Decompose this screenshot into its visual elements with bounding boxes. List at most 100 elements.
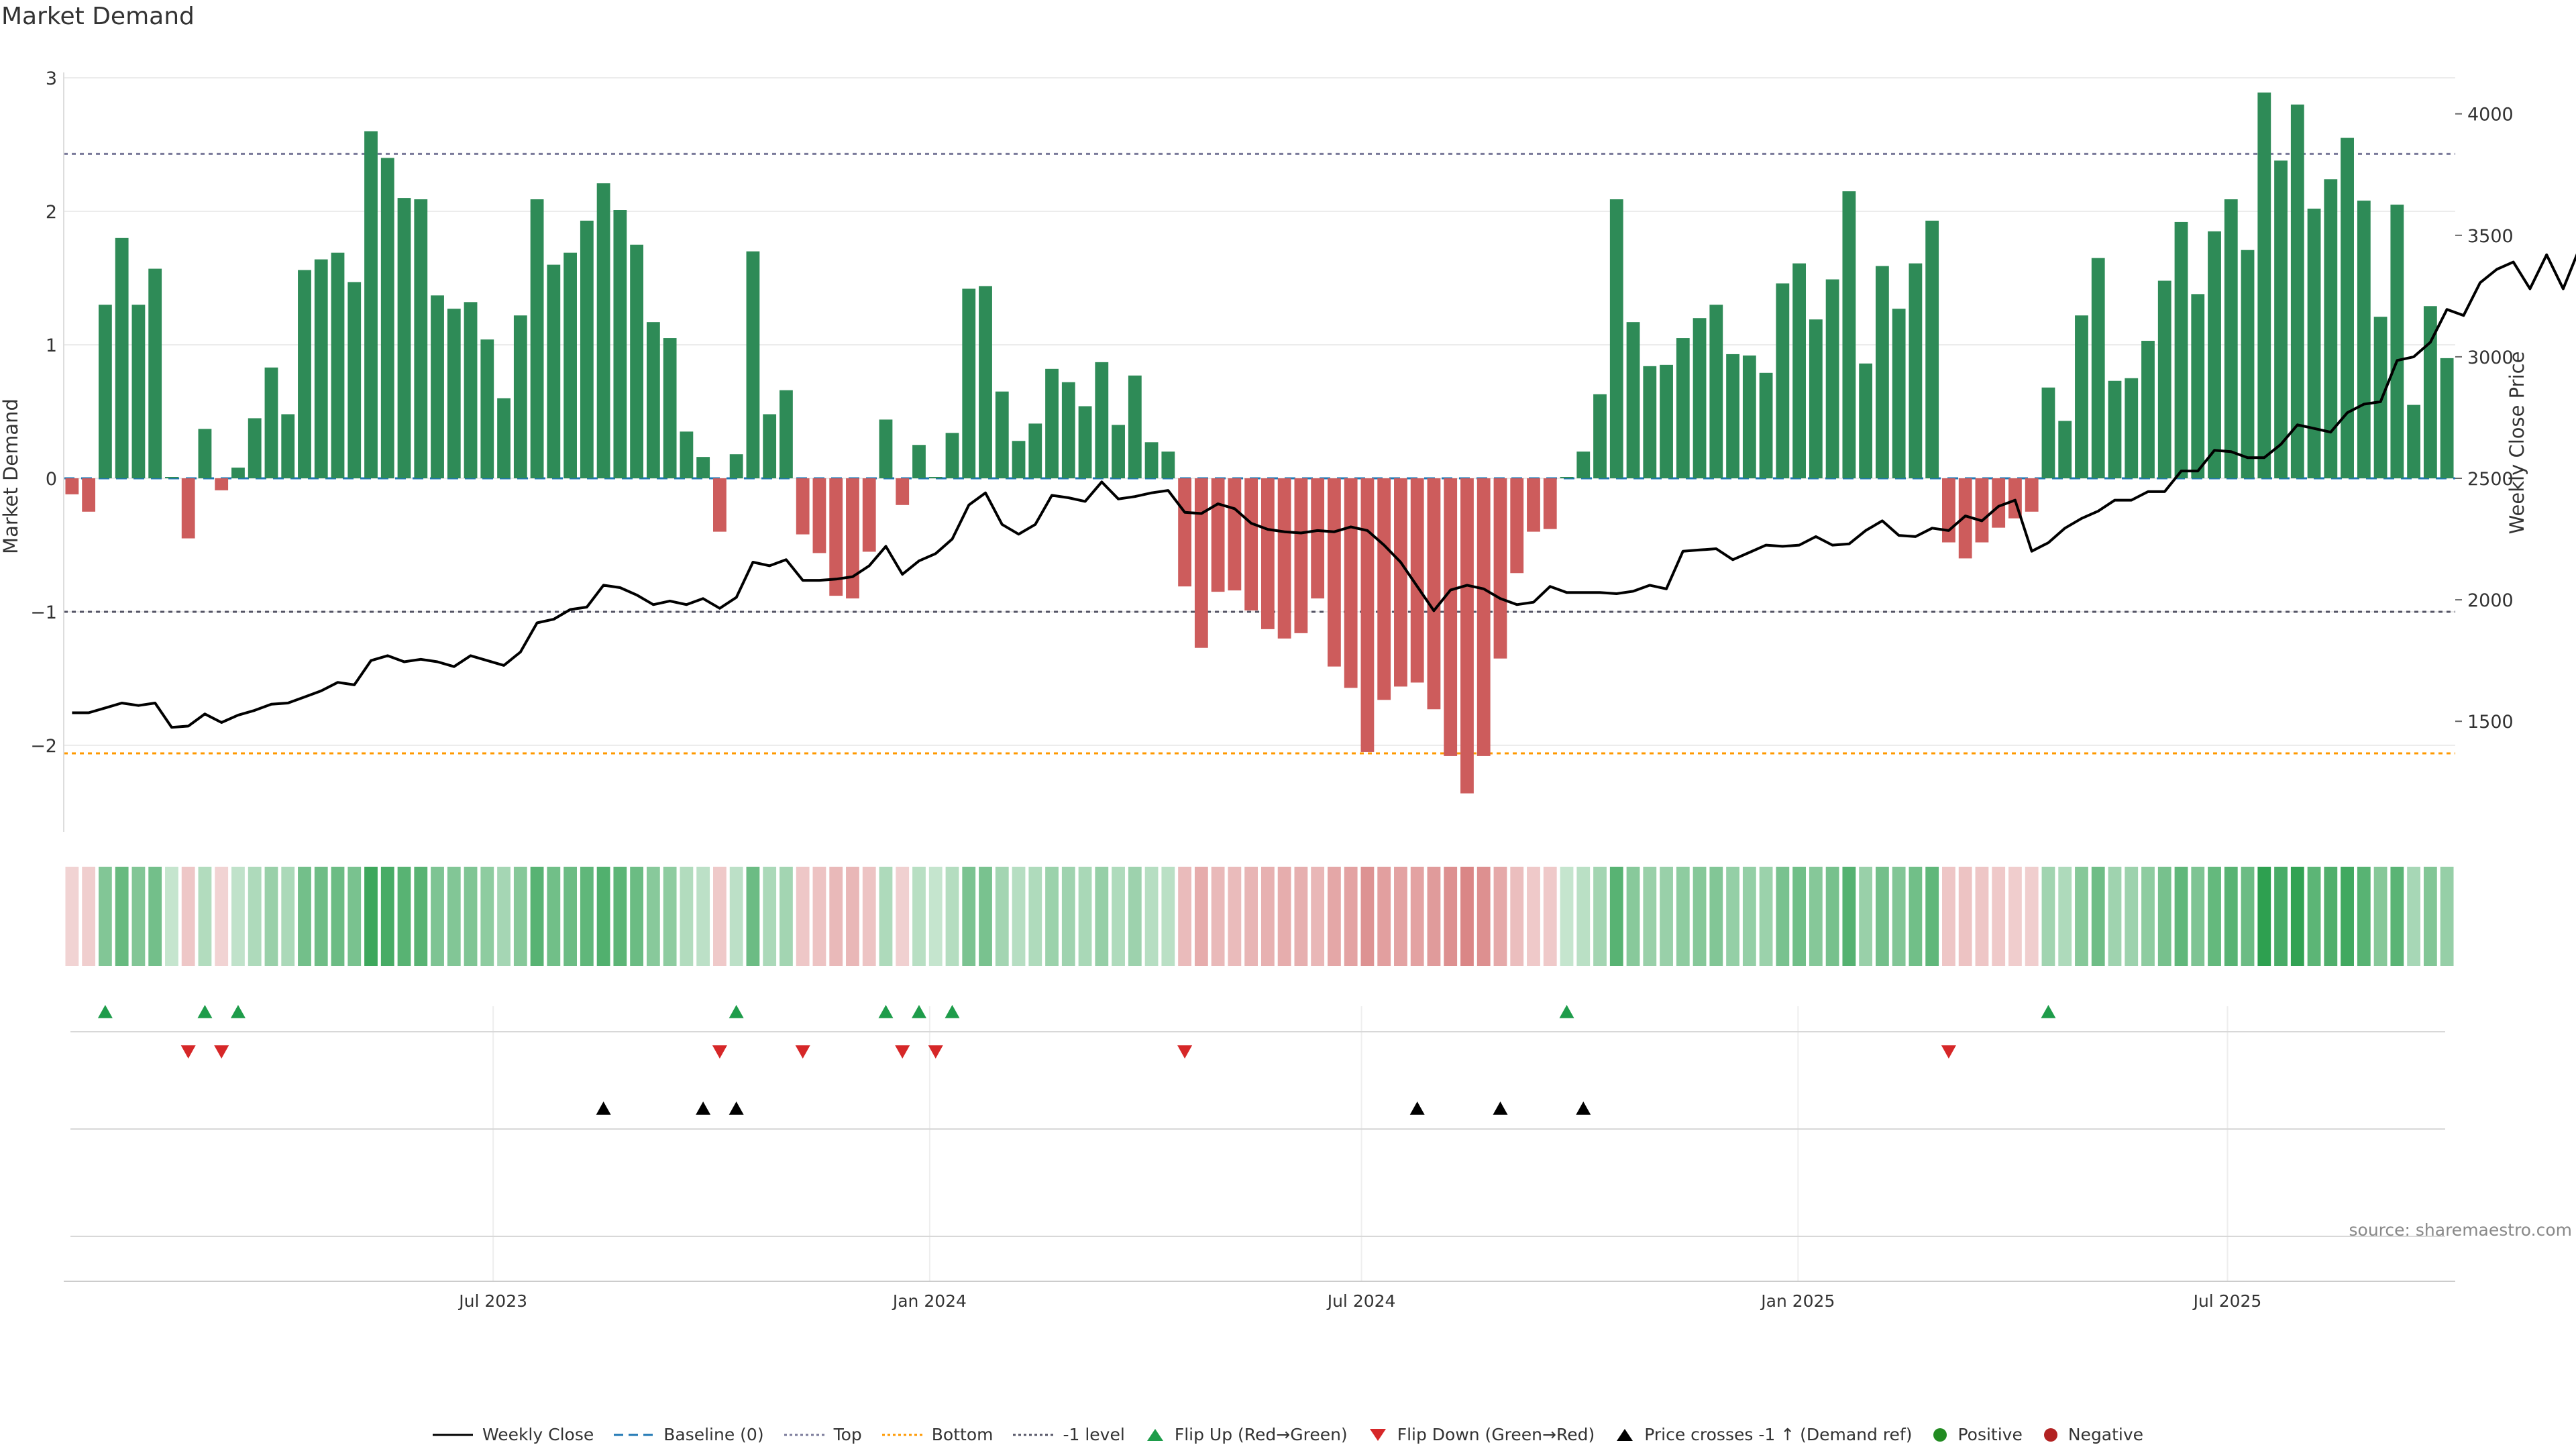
legend-item-minus-one[interactable]: -1 level <box>1013 1425 1125 1444</box>
heatmap-cell <box>1377 867 1391 966</box>
legend-item-flip-down[interactable]: Flip Down (Green→Red) <box>1368 1425 1595 1444</box>
heatmap-cell <box>1277 867 1291 966</box>
y2-tick-label: 3500 <box>2467 226 2514 247</box>
flip-down-marker <box>214 1045 229 1059</box>
demand-bar <box>1394 478 1407 687</box>
demand-bar <box>2058 421 2072 478</box>
demand-bars <box>65 92 2454 794</box>
demand-bar <box>1776 283 1790 478</box>
heatmap-cell <box>165 867 178 966</box>
y2-axis-label: Weekly Close Price <box>2506 352 2528 535</box>
heatmap-cell <box>613 867 627 966</box>
heatmap-cell <box>2174 867 2188 966</box>
demand-bar <box>1360 478 1375 752</box>
heatmap-cell <box>380 867 394 966</box>
legend-item-price-cross[interactable]: Price crosses -1 ↑ (Demand ref) <box>1615 1425 1912 1444</box>
heatmap-cell <box>1394 867 1407 966</box>
legend-item-positive[interactable]: Positive <box>1932 1425 2023 1444</box>
legend-item-flip-up[interactable]: Flip Up (Red→Green) <box>1145 1425 1348 1444</box>
demand-bar <box>530 199 544 478</box>
demand-bar <box>1609 199 1623 478</box>
x-tick-label: Jul 2024 <box>1326 1291 1396 1311</box>
legend-item-weekly-close[interactable]: Weekly Close <box>432 1425 594 1444</box>
heatmap-cell <box>82 867 96 966</box>
legend-label: Price crosses -1 ↑ (Demand ref) <box>1644 1425 1913 1444</box>
legend-label: Top <box>833 1425 862 1444</box>
demand-bar <box>2157 280 2171 478</box>
demand-bar <box>2075 315 2088 478</box>
heatmap-cell <box>879 867 893 966</box>
demand-bar <box>2357 201 2371 478</box>
x-tick-label: Jan 2025 <box>1760 1291 1835 1311</box>
demand-bar <box>464 302 478 478</box>
price-cross-marker <box>596 1102 611 1115</box>
heatmap-cell <box>397 867 411 966</box>
legend-item-top[interactable]: Top <box>784 1425 862 1444</box>
heatmap-cell <box>2290 867 2304 966</box>
heatmap-cell <box>1344 867 1358 966</box>
demand-bar <box>1211 478 1225 592</box>
heatmap-cell <box>198 867 212 966</box>
demand-bar <box>1925 220 1939 478</box>
heatmap-cell <box>331 867 345 966</box>
demand-bar <box>746 251 760 478</box>
demand-bar <box>829 478 843 596</box>
heatmap-cell <box>98 867 112 966</box>
demand-bar <box>1792 263 1807 478</box>
legend-item-bottom[interactable]: Bottom <box>881 1425 994 1444</box>
y2-tick-label: 1500 <box>2467 712 2514 733</box>
demand-bar <box>1078 406 1092 478</box>
demand-bar <box>2440 358 2454 478</box>
flip-up-marker <box>878 1005 894 1018</box>
heatmap-cell <box>1527 867 1540 966</box>
heatmap-cell <box>1328 867 1341 966</box>
demand-bar <box>945 433 959 478</box>
y-tick-label: −2 <box>30 736 57 757</box>
demand-bar <box>2341 138 2354 479</box>
heatmap-cell <box>1061 867 1075 966</box>
heatmap-cell <box>1593 867 1607 966</box>
demand-bar <box>1012 441 1026 478</box>
heatmap-cell <box>115 867 129 966</box>
demand-bar <box>198 429 212 478</box>
legend-item-baseline[interactable]: Baseline (0) <box>614 1425 764 1444</box>
heatmap-cell <box>712 867 727 966</box>
dotted-line-swatch-icon <box>784 1434 824 1436</box>
heatmap-cell <box>1477 867 1491 966</box>
heatmap-cell <box>1643 867 1657 966</box>
price-line-group <box>72 253 2576 729</box>
heatmap-cell <box>347 867 362 966</box>
demand-bar <box>181 478 195 539</box>
heatmap-cell <box>663 867 677 966</box>
heatmap-cell <box>862 867 876 966</box>
demand-bar <box>1178 478 1191 587</box>
demand-bar <box>414 199 428 478</box>
source-note: source: sharemaestro.com <box>2349 1220 2573 1240</box>
legend-item-negative[interactable]: Negative <box>2043 1425 2143 1444</box>
heatmap-cell <box>131 867 146 966</box>
heatmap-cell <box>2041 867 2055 966</box>
demand-bar <box>513 315 527 478</box>
demand-bar <box>2091 258 2105 478</box>
demand-bar <box>2025 478 2039 512</box>
heatmap-cell <box>1942 867 1955 966</box>
heatmap-cell <box>896 867 910 966</box>
legend-label: Weekly Close <box>482 1425 594 1444</box>
heatmap-cell <box>1560 867 1574 966</box>
heatmap-cell <box>646 867 660 966</box>
demand-bar <box>712 478 727 532</box>
heatmap-cell <box>729 867 743 966</box>
demand-bar <box>165 477 178 478</box>
heatmap-cell <box>2191 867 2205 966</box>
demand-bar <box>447 309 461 478</box>
heatmap-cell <box>1311 867 1325 966</box>
legend-label: Bottom <box>931 1425 994 1444</box>
gridlines <box>64 77 2455 1281</box>
demand-bar <box>812 478 826 553</box>
heatmap-cell <box>464 867 478 966</box>
demand-bar <box>1975 478 1989 543</box>
reference-lines <box>64 152 2455 755</box>
demand-bar <box>1161 451 1175 478</box>
flip-down-marker <box>895 1045 910 1059</box>
heatmap-cell <box>2075 867 2088 966</box>
